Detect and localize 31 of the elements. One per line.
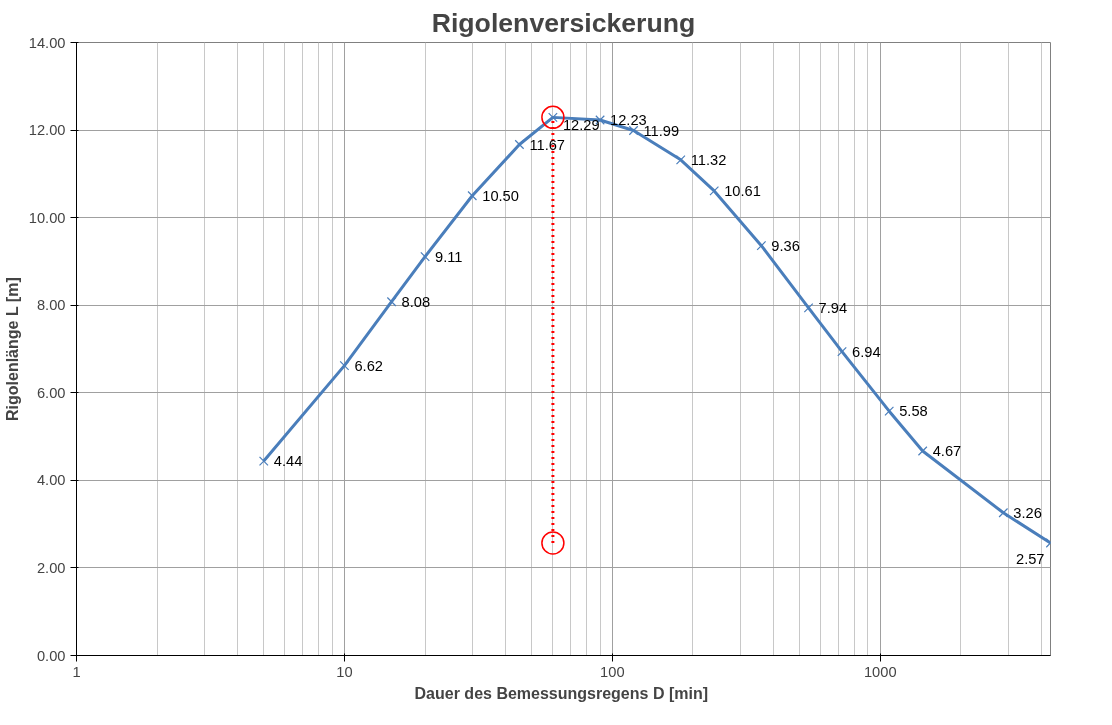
data-label: 11.67 <box>529 136 566 153</box>
data-label: 10.61 <box>724 182 761 199</box>
y-tick-label: 6.00 <box>36 384 66 401</box>
data-label: 7.94 <box>818 299 848 316</box>
x-tick-label: 100 <box>600 663 625 680</box>
data-label: 5.58 <box>899 403 928 420</box>
y-tick-label: 12.00 <box>28 122 66 139</box>
y-tick-label: 10.00 <box>28 209 66 226</box>
data-label: 12.29 <box>562 117 600 134</box>
data-label: 2.57 <box>1015 550 1045 567</box>
x-tick-label: 10 <box>336 663 353 680</box>
data-label: 4.44 <box>273 453 303 470</box>
chart-title: Rigolenversickerung <box>431 7 696 38</box>
x-axis-title: Dauer des Bemessungsregens D [min] <box>414 684 708 702</box>
y-tick-label: 0.00 <box>36 647 66 664</box>
data-label: 3.26 <box>1013 504 1042 521</box>
x-tick-label: 1000 <box>863 663 897 680</box>
data-label: 6.94 <box>852 343 881 360</box>
data-label: 4.67 <box>932 443 962 460</box>
data-label: 9.36 <box>771 237 800 254</box>
data-label: 8.08 <box>401 293 431 310</box>
y-tick-label: 2.00 <box>36 559 66 576</box>
y-tick-label: 4.00 <box>36 472 66 489</box>
data-label: 9.11 <box>435 248 463 265</box>
data-label: 11.32 <box>690 151 727 168</box>
y-axis-title: Rigolenlänge L [m] <box>3 277 21 421</box>
y-tick-label: 14.00 <box>28 34 66 51</box>
data-label: 6.62 <box>354 357 383 374</box>
data-label: 10.50 <box>482 187 519 204</box>
x-tick-label: 1 <box>72 663 81 680</box>
y-tick-label: 8.00 <box>36 297 66 314</box>
